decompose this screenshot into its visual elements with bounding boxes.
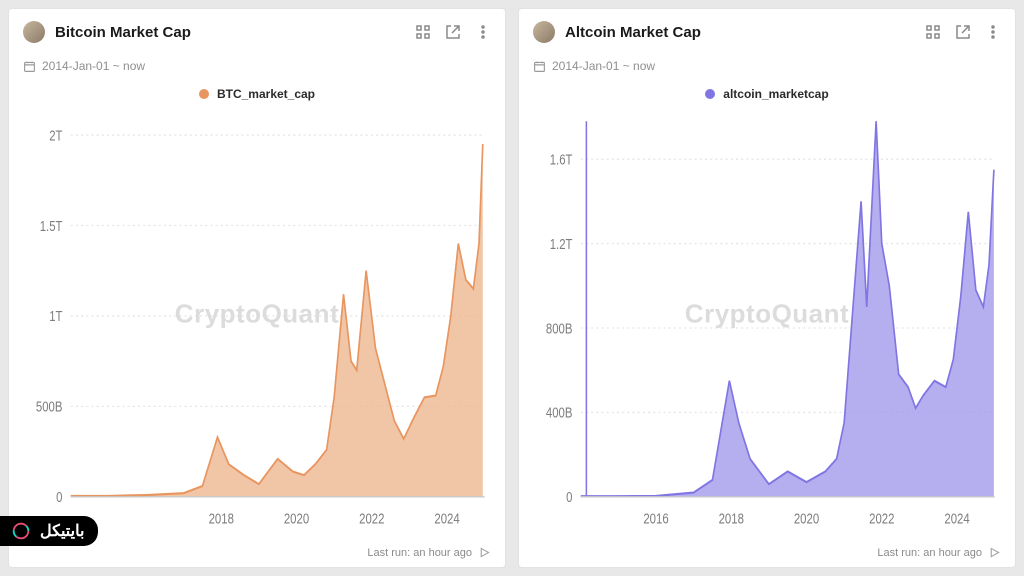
- play-icon[interactable]: [478, 546, 491, 559]
- last-run-text: Last run: an hour ago: [877, 547, 982, 559]
- panel-title: Altcoin Market Cap: [565, 24, 915, 41]
- area-chart-svg: 0 500B 1T 1.5T 2T 2018 2020 2022 2024: [19, 109, 495, 534]
- svg-text:2018: 2018: [209, 510, 234, 527]
- svg-text:2022: 2022: [869, 510, 894, 527]
- panel-title: Bitcoin Market Cap: [55, 24, 405, 41]
- avatar: [23, 21, 45, 43]
- last-run-text: Last run: an hour ago: [367, 547, 472, 559]
- date-range-text: 2014-Jan-01 ~ now: [42, 59, 145, 73]
- svg-text:2020: 2020: [794, 510, 819, 527]
- area-chart-svg: 0 400B 800B 1.2T 1.6T 2016 2018 2020 2022 2024: [529, 109, 1005, 534]
- more-icon[interactable]: [985, 24, 1001, 40]
- svg-text:800B: 800B: [546, 320, 573, 337]
- svg-text:400B: 400B: [546, 404, 573, 421]
- source-badge: بايتيكل: [0, 516, 98, 546]
- expand-icon[interactable]: [925, 24, 941, 40]
- date-range-text: 2014-Jan-01 ~ now: [552, 59, 655, 73]
- svg-text:0: 0: [56, 489, 62, 506]
- play-icon[interactable]: [988, 546, 1001, 559]
- chart-legend: altcoin_marketcap: [519, 79, 1015, 105]
- header-actions: [415, 24, 491, 40]
- svg-text:500B: 500B: [36, 398, 63, 415]
- svg-text:1.5T: 1.5T: [40, 217, 63, 234]
- svg-text:2016: 2016: [643, 510, 668, 527]
- chart-panel-altcoin: Altcoin Market Cap 2014-Jan-01 ~ now alt…: [518, 8, 1016, 568]
- legend-label: BTC_market_cap: [217, 87, 315, 101]
- svg-text:1.2T: 1.2T: [550, 236, 573, 253]
- svg-text:2024: 2024: [944, 510, 969, 527]
- legend-label: altcoin_marketcap: [723, 87, 828, 101]
- badge-text: بايتيكل: [40, 521, 84, 541]
- date-range[interactable]: 2014-Jan-01 ~ now: [9, 53, 505, 79]
- more-icon[interactable]: [475, 24, 491, 40]
- chart-legend: BTC_market_cap: [9, 79, 505, 105]
- open-external-icon[interactable]: [955, 24, 971, 40]
- svg-text:0: 0: [566, 489, 572, 506]
- svg-text:1T: 1T: [49, 308, 62, 325]
- date-range[interactable]: 2014-Jan-01 ~ now: [519, 53, 1015, 79]
- svg-text:2022: 2022: [359, 510, 384, 527]
- svg-text:2T: 2T: [49, 127, 62, 144]
- calendar-icon: [533, 60, 546, 73]
- svg-text:2018: 2018: [719, 510, 744, 527]
- chart-panel-btc: Bitcoin Market Cap 2014-Jan-01 ~ now BTC…: [8, 8, 506, 568]
- avatar: [533, 21, 555, 43]
- calendar-icon: [23, 60, 36, 73]
- header-actions: [925, 24, 1001, 40]
- legend-dot: [199, 89, 209, 99]
- svg-text:2020: 2020: [284, 510, 309, 527]
- expand-icon[interactable]: [415, 24, 431, 40]
- legend-dot: [705, 89, 715, 99]
- panel-header: Bitcoin Market Cap: [9, 9, 505, 53]
- open-external-icon[interactable]: [445, 24, 461, 40]
- chart-area: CryptoQuant 0500B1T1.5T2T201820202022202…: [9, 105, 505, 540]
- badge-logo-icon: [10, 520, 32, 542]
- svg-text:1.6T: 1.6T: [550, 151, 573, 168]
- svg-text:2024: 2024: [434, 510, 459, 527]
- panel-header: Altcoin Market Cap: [519, 9, 1015, 53]
- chart-area: CryptoQuant 0400B800B1.2T1.6T20162018202…: [519, 105, 1015, 540]
- panel-footer: Last run: an hour ago: [519, 540, 1015, 567]
